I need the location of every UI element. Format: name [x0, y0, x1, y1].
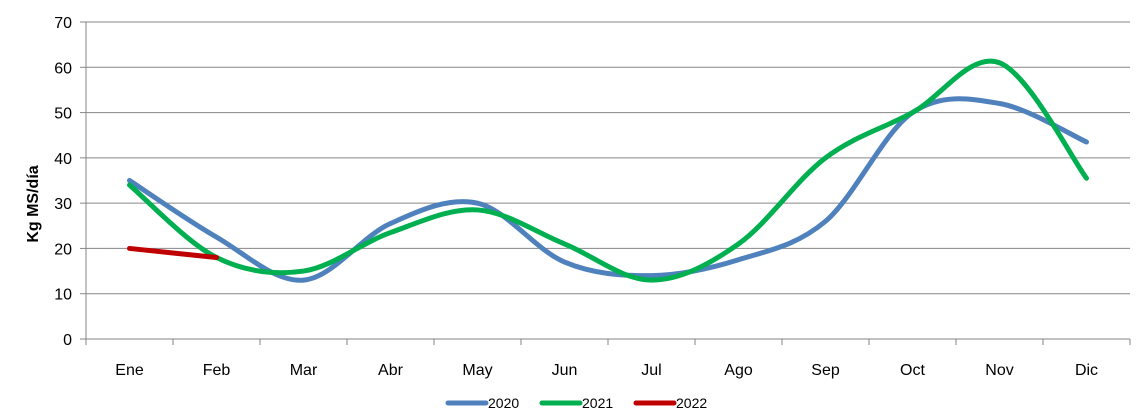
series-line-2021 — [127, 58, 1089, 283]
y-tick-label: 60 — [54, 60, 72, 77]
x-tick-label: Mar — [290, 362, 318, 379]
legend-label-2022: 2022 — [676, 395, 707, 411]
y-tick-label: 20 — [54, 241, 72, 258]
x-tick-label: Abr — [378, 362, 404, 379]
axes — [80, 21, 1131, 345]
y-tick-label: 30 — [54, 196, 72, 213]
x-tick-label: Sep — [811, 362, 840, 379]
y-tick-label: 0 — [63, 332, 72, 349]
legend: 2020 2021 2022 — [445, 395, 707, 411]
grid-lines — [86, 21, 1130, 295]
x-tick-label: Ene — [115, 362, 144, 379]
x-tick-label: Ago — [724, 362, 753, 379]
y-axis-label: Kg MS/día — [25, 165, 42, 242]
y-tick-label: 40 — [54, 151, 72, 168]
x-tick-label: Jun — [552, 362, 578, 379]
legend-label-2020: 2020 — [488, 395, 519, 411]
x-tick-label: Jul — [641, 362, 661, 379]
legend-label-2021: 2021 — [582, 395, 613, 411]
y-tick-labels: 0 10 20 30 40 50 60 70 — [54, 15, 72, 349]
series-line-2020 — [127, 96, 1089, 283]
x-tick-label: Feb — [203, 362, 231, 379]
y-tick-label: 10 — [54, 287, 72, 304]
y-tick-label: 50 — [54, 106, 72, 123]
x-tick-label: May — [462, 362, 492, 379]
x-tick-label: Nov — [985, 362, 1013, 379]
x-tick-label: Oct — [900, 362, 925, 379]
series-line-2022 — [127, 245, 219, 260]
y-tick-label: 70 — [54, 15, 72, 32]
x-tick-labels: Ene Feb Mar Abr May Jun Jul Ago Sep Oct Nov Dic — [115, 362, 1098, 379]
series-lines — [127, 58, 1089, 283]
x-tick-label: Dic — [1075, 362, 1098, 379]
